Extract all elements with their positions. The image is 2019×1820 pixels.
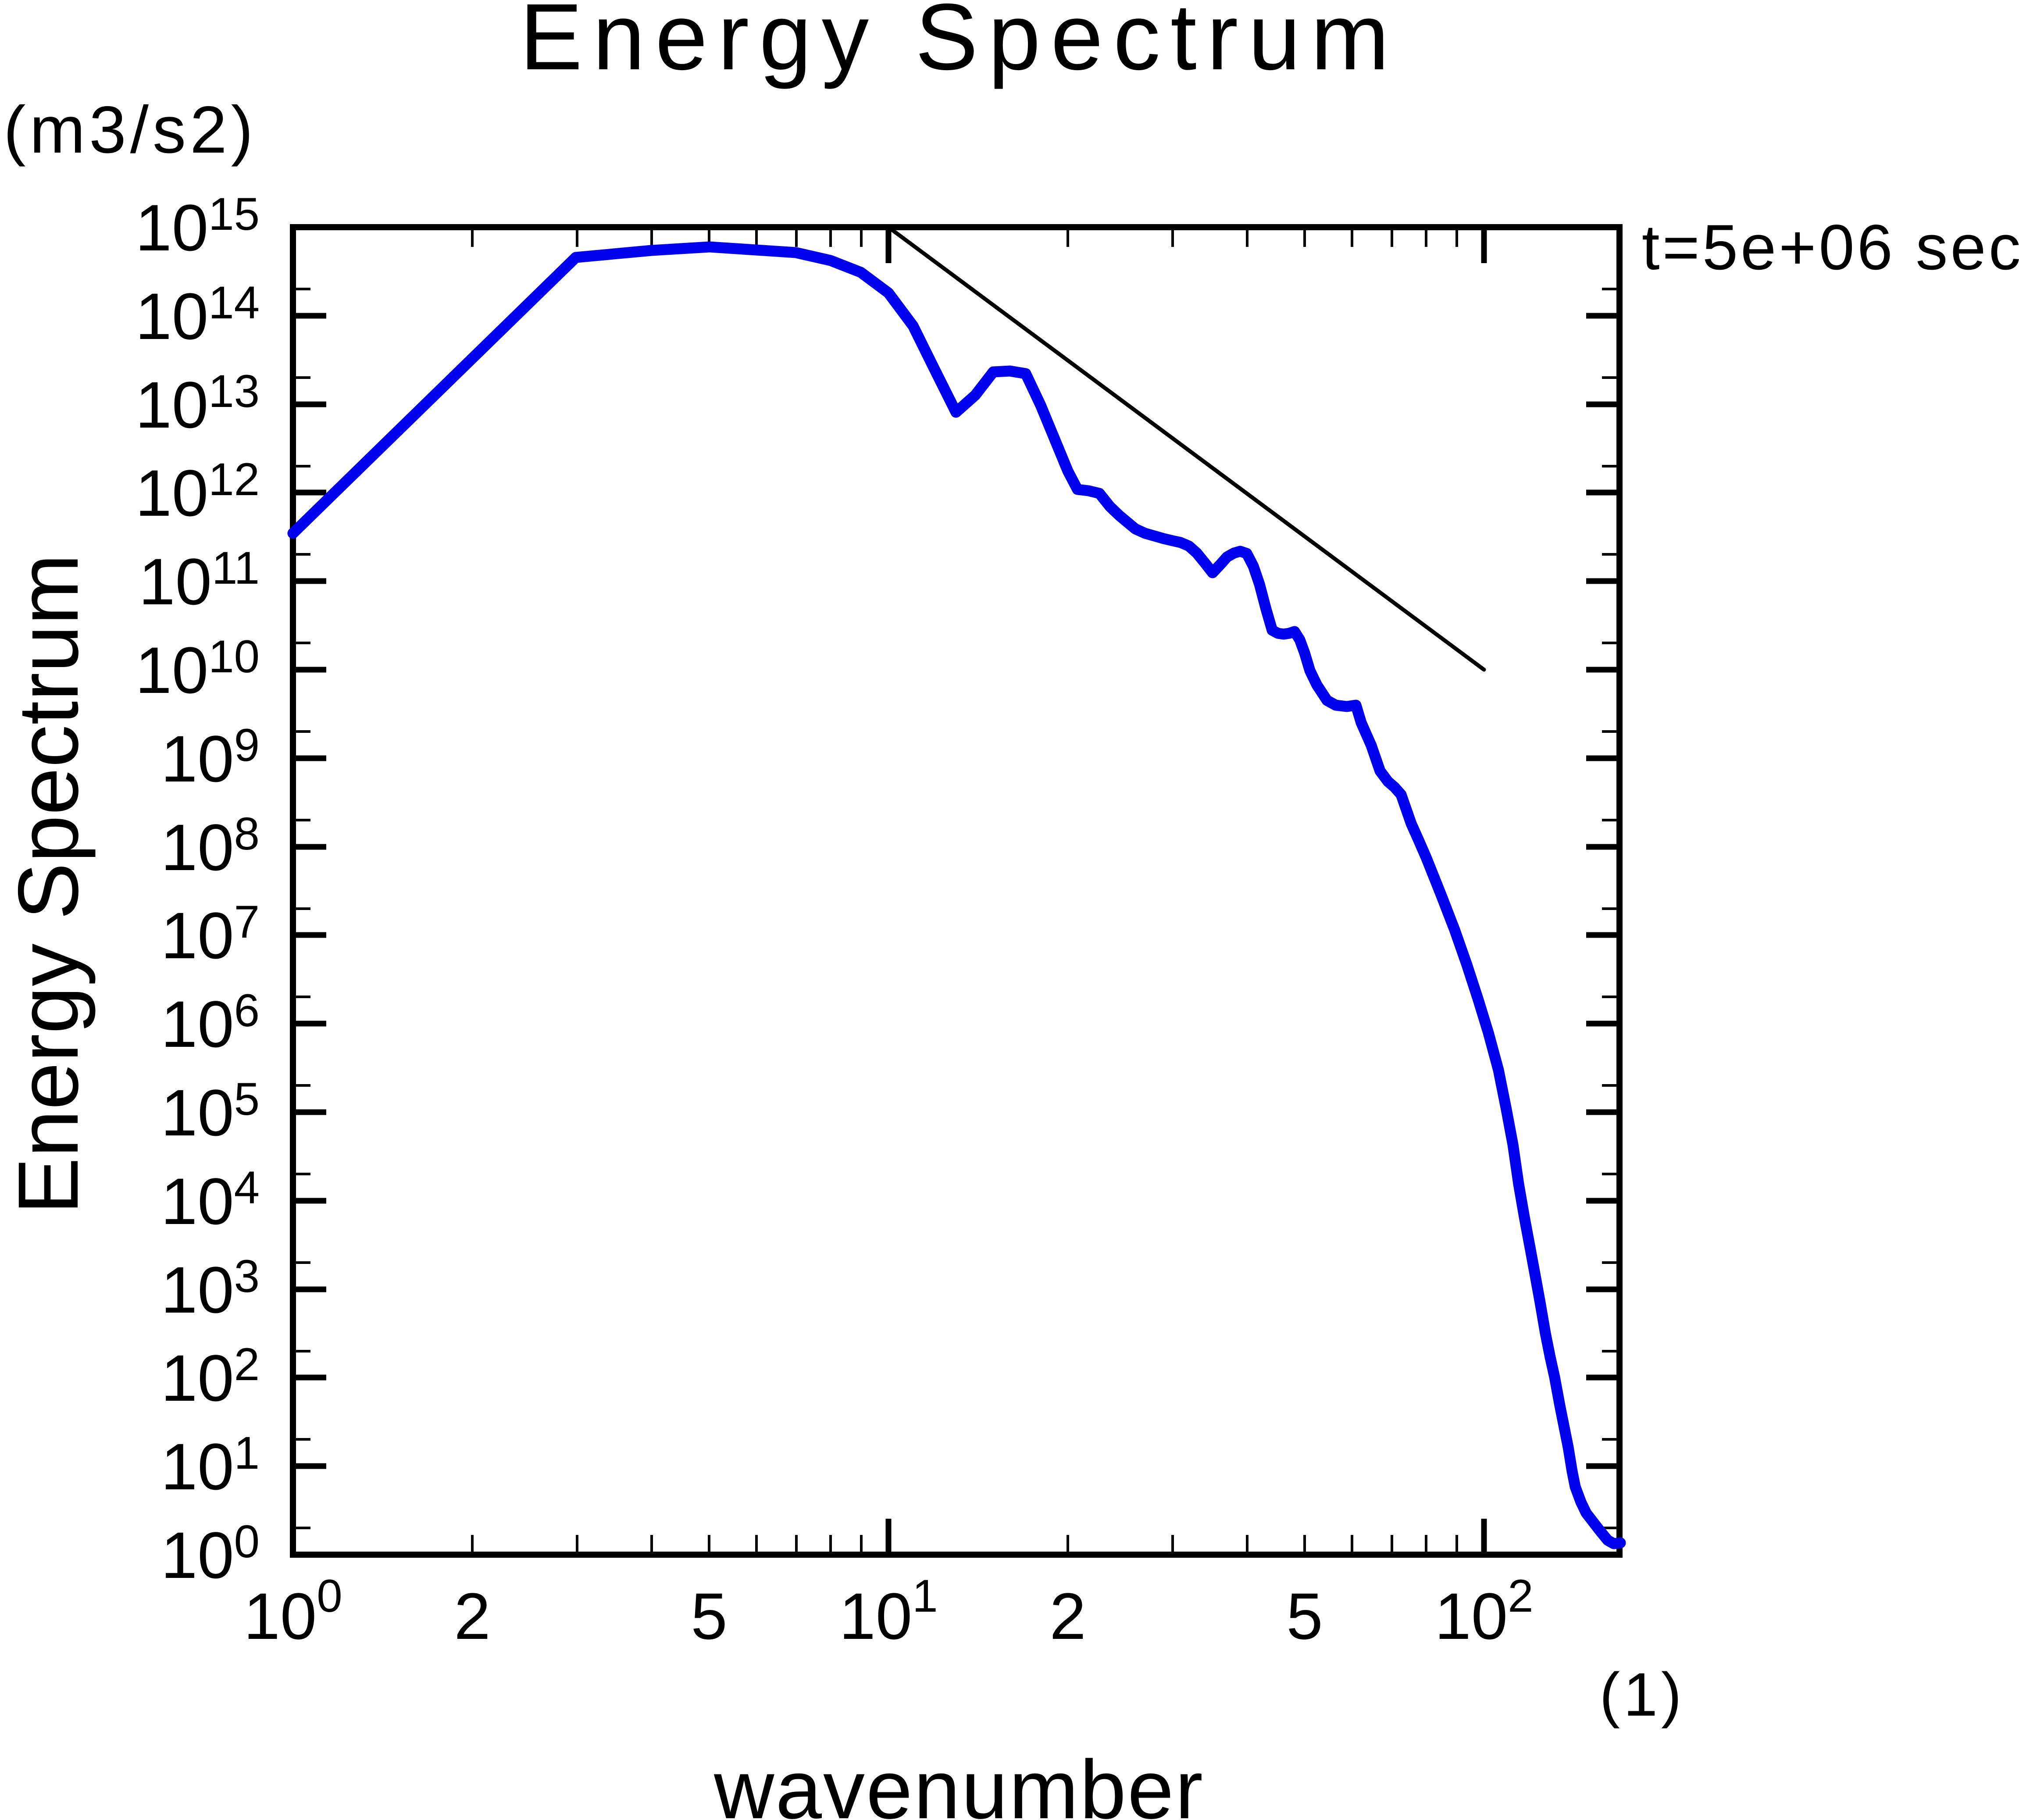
svg-text:104: 104 xyxy=(161,1162,260,1238)
svg-text:wavenumber: wavenumber xyxy=(713,1743,1204,1820)
svg-text:Energy Spectrum: Energy Spectrum xyxy=(520,0,1399,89)
svg-text:5: 5 xyxy=(691,1579,727,1653)
svg-text:5: 5 xyxy=(1286,1579,1323,1653)
svg-text:(m3/s2): (m3/s2) xyxy=(4,93,257,167)
svg-text:2: 2 xyxy=(1049,1579,1086,1653)
svg-text:2: 2 xyxy=(454,1579,490,1653)
svg-text:t=5e+06 sec: t=5e+06 sec xyxy=(1642,211,2019,283)
svg-text:(1): (1) xyxy=(1599,1660,1685,1729)
svg-text:108: 108 xyxy=(161,808,260,884)
svg-text:106: 106 xyxy=(161,985,260,1061)
svg-text:Energy Spectrum: Energy Spectrum xyxy=(0,554,96,1215)
